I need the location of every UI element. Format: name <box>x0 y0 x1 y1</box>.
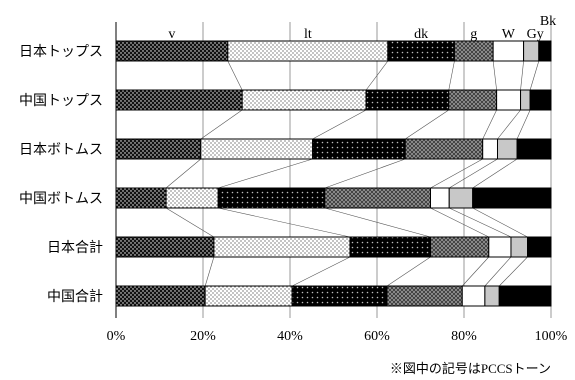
connector-line <box>516 109 531 140</box>
bar-segment-bk <box>516 138 552 160</box>
series-label: Gy <box>527 27 544 42</box>
bar-segment-v <box>115 236 215 258</box>
connector-line <box>448 60 455 91</box>
bar-segment-w <box>482 138 498 160</box>
category-label: 中国ボトムス <box>19 191 103 207</box>
connector-line <box>482 109 497 140</box>
bar-segment-gy <box>484 285 500 307</box>
bar-segment-w <box>492 40 525 62</box>
bar-segment-lt <box>200 138 314 160</box>
x-tick-label: 80% <box>451 329 477 344</box>
bar-segment-lt <box>213 236 351 258</box>
bar-segment-lt <box>241 89 367 111</box>
bar-segment-g <box>453 40 494 62</box>
bar-segment-dk <box>312 138 406 160</box>
bar-segment-w <box>488 236 512 258</box>
bar-segment-dk <box>387 40 455 62</box>
series-label: lt <box>304 27 312 42</box>
series-label: Bk <box>540 14 556 29</box>
connector-line <box>484 256 512 287</box>
connector-line <box>499 256 528 287</box>
connector-line <box>430 207 489 238</box>
bar-segment-v <box>115 285 206 307</box>
connector-line <box>472 158 518 189</box>
bar-segment-g <box>404 138 484 160</box>
bar-segment-g <box>430 236 490 258</box>
bar-segment-w <box>496 89 522 111</box>
connector-line <box>492 60 497 91</box>
connector-line <box>365 60 389 91</box>
bar-segment-gy <box>448 187 474 209</box>
bar-segment-v <box>115 89 243 111</box>
connector-line <box>312 109 367 140</box>
bar-segment-lt <box>204 285 293 307</box>
series-label: W <box>502 27 516 42</box>
connector-line <box>165 158 202 189</box>
bar-segment-g <box>448 89 498 111</box>
bar-segment-dk <box>349 236 432 258</box>
connector-line <box>497 109 521 140</box>
category-label: 日本合計 <box>47 240 103 256</box>
connector-line <box>529 60 540 91</box>
bar-segment-v <box>115 40 229 62</box>
bar-segment-gy <box>496 138 518 160</box>
bar-segment-bk <box>527 236 552 258</box>
series-label: v <box>168 27 175 42</box>
bar-segment-g <box>324 187 432 209</box>
bar-segment-dk <box>365 89 450 111</box>
series-label: g <box>470 27 477 42</box>
category-label: 中国合計 <box>47 289 103 305</box>
bar-segment-gy <box>520 89 531 111</box>
connector-line <box>430 158 483 189</box>
bar-segment-g <box>386 285 463 307</box>
x-tick-label: 0% <box>107 329 126 344</box>
connector-line <box>449 207 512 238</box>
x-tick-label: 20% <box>190 329 216 344</box>
connector-line <box>405 109 449 140</box>
bar-segment-v <box>115 138 202 160</box>
connector-line <box>218 207 351 238</box>
category-label: 日本トップス <box>19 44 103 60</box>
bar-segment-lt <box>165 187 219 209</box>
bar-segment-dk <box>291 285 388 307</box>
connector-line <box>472 207 528 238</box>
bar-segment-bk <box>529 89 552 111</box>
connector-line <box>227 60 243 91</box>
bar-segment-v <box>115 187 167 209</box>
connector-line <box>218 158 313 189</box>
bar-segment-dk <box>217 187 326 209</box>
connector-line <box>292 256 351 287</box>
category-label: 日本ボトムス <box>19 142 103 158</box>
bar-segment-bk <box>498 285 552 307</box>
x-tick-label: 60% <box>364 329 390 344</box>
bar-segment-bk <box>538 40 552 62</box>
connector-line <box>449 158 498 189</box>
bar-segment-bk <box>472 187 552 209</box>
connector-line <box>200 109 243 140</box>
connector-line <box>204 256 215 287</box>
x-tick-label: 40% <box>277 329 303 344</box>
x-tick-label: 100% <box>535 329 568 344</box>
series-label: dk <box>414 27 428 42</box>
connector-line <box>462 256 490 287</box>
connector-line <box>386 256 431 287</box>
footnote: ※図中の記号はPCCSトーン <box>390 361 551 376</box>
bar-segment-lt <box>227 40 389 62</box>
connector-line <box>165 207 215 238</box>
bar-segment-w <box>430 187 450 209</box>
connector-line <box>324 207 431 238</box>
bar-segment-w <box>461 285 486 307</box>
connector-line <box>324 158 406 189</box>
bar-segment-gy <box>523 40 540 62</box>
category-label: 中国トップス <box>19 93 103 109</box>
connector-line <box>520 60 524 91</box>
bar-segment-gy <box>510 236 529 258</box>
